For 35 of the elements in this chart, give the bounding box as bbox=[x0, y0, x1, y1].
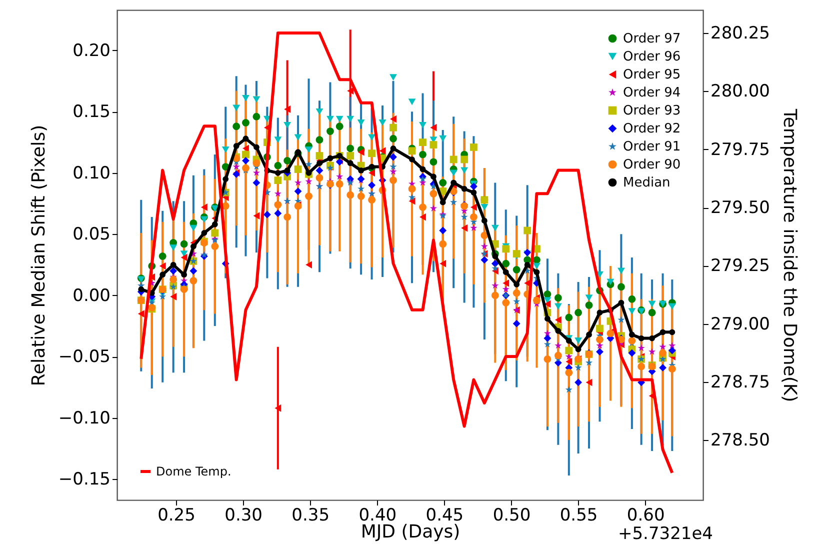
y2-axis-title: Temperature inside the Dome(K) bbox=[778, 108, 800, 402]
x-tick-label: 0.55 bbox=[560, 506, 598, 526]
text: +5.7321e4 bbox=[618, 524, 713, 544]
x-tick-label: 0.50 bbox=[492, 506, 531, 526]
y-tick-label: 0.20 bbox=[72, 40, 110, 61]
legend-label: Median bbox=[623, 176, 670, 190]
y-tick-label: 0.05 bbox=[72, 224, 110, 245]
y2-tick-label: 280.00 bbox=[710, 82, 770, 102]
x-tick-label: 0.25 bbox=[158, 506, 196, 526]
y2-tick-label: 278.50 bbox=[710, 430, 770, 451]
x-tick-label: 0.30 bbox=[224, 506, 262, 526]
legend-label: Order 96 bbox=[623, 50, 681, 64]
x-tick-label: 0.60 bbox=[626, 506, 665, 526]
y2-tick-label: 279.00 bbox=[710, 314, 770, 334]
y2-tick-label: 279.50 bbox=[710, 198, 770, 218]
y-tick-label: −0.15 bbox=[58, 470, 110, 490]
legend-label: Order 94 bbox=[623, 86, 681, 100]
y-tick-label: −0.10 bbox=[58, 408, 110, 428]
y2-tick-label: 280.25 bbox=[710, 24, 770, 44]
y-tick-label: −0.05 bbox=[58, 347, 110, 368]
legend-label: Order 91 bbox=[623, 140, 681, 154]
legend-label: Order 90 bbox=[623, 158, 681, 172]
y-axis-title: Relative Median Shift (Pixels) bbox=[28, 124, 50, 386]
y-tick-label: 0.15 bbox=[72, 102, 110, 122]
legend-label: Order 97 bbox=[623, 32, 681, 46]
legend-label: Order 93 bbox=[623, 104, 681, 118]
y2-tick-label: 278.75 bbox=[710, 372, 770, 393]
legend-label: Dome Temp. bbox=[156, 464, 232, 478]
x-tick-label: 0.35 bbox=[292, 506, 330, 526]
y2-tick-label: 279.25 bbox=[710, 256, 770, 276]
y-tick-label: 0.10 bbox=[72, 163, 110, 184]
y-tick-label: 0.00 bbox=[72, 286, 110, 306]
legend-label: Order 95 bbox=[623, 68, 681, 82]
legend-label: Order 92 bbox=[623, 122, 681, 136]
y2-tick-label: 279.75 bbox=[710, 140, 770, 160]
